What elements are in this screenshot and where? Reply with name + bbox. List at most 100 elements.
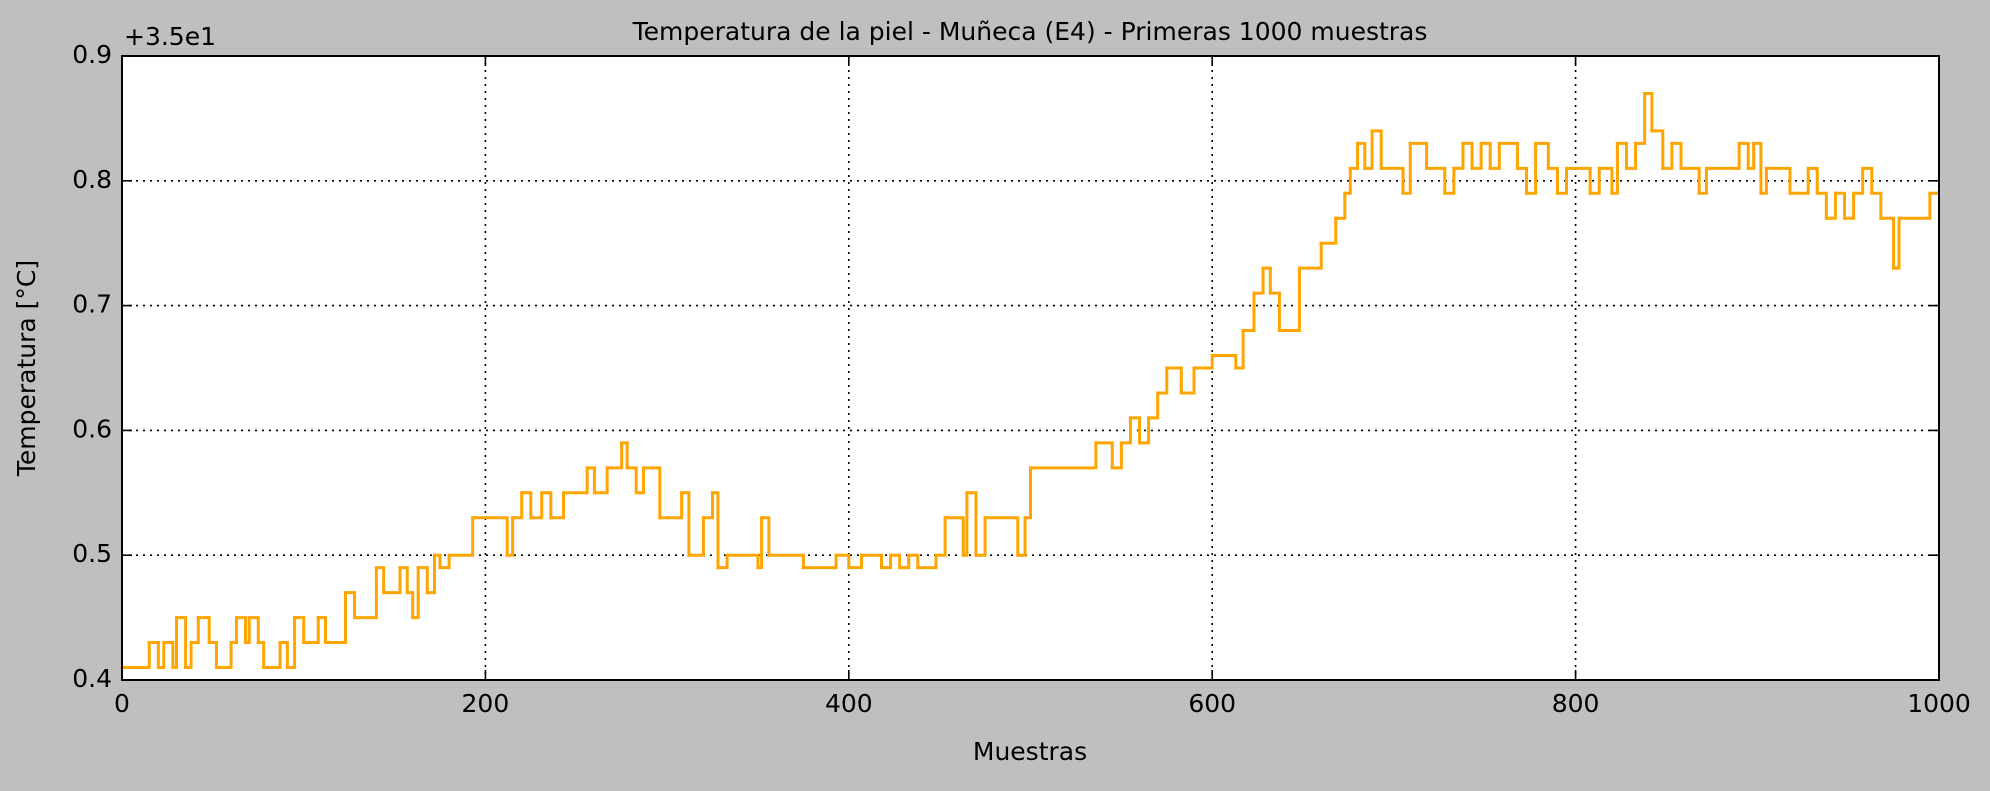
line-step (1023, 466, 1032, 520)
series (120, 91, 1939, 670)
line-step (1597, 166, 1614, 195)
line-step (438, 553, 451, 570)
line-step (1363, 129, 1374, 170)
line-step (1679, 166, 1701, 195)
line-step (1588, 166, 1601, 195)
y-tick-label: 0.5 (72, 539, 112, 568)
line-step (353, 566, 378, 620)
x-tick-label: 600 (1188, 689, 1236, 718)
line-step (767, 553, 805, 570)
line-step (711, 491, 720, 570)
line-step (1110, 441, 1123, 470)
line-step (1843, 191, 1856, 220)
line-step (374, 566, 386, 595)
line-step (382, 566, 402, 595)
line-step (801, 553, 838, 570)
line-step (343, 591, 357, 620)
line-step (540, 491, 553, 520)
line-step (687, 516, 705, 557)
x-tick-label: 400 (825, 689, 873, 718)
line-step (1334, 191, 1347, 220)
line-step (1565, 166, 1592, 195)
line-step (196, 616, 211, 645)
line-step (641, 466, 662, 520)
line-step (907, 553, 920, 570)
line-step (1525, 141, 1538, 195)
x-tick-label: 0 (114, 689, 130, 718)
line-step (1815, 191, 1828, 220)
line-step (1156, 366, 1169, 395)
line-step (1650, 129, 1665, 170)
line-step (889, 553, 902, 570)
line-step (1670, 141, 1683, 170)
line-step (262, 641, 282, 670)
line-step (207, 641, 218, 670)
line-step (1879, 216, 1896, 270)
line-step (447, 516, 475, 557)
line-step (1479, 141, 1492, 170)
x-tick-label: 1000 (1907, 689, 1971, 718)
line-step (1624, 141, 1638, 170)
line-step (1746, 141, 1756, 170)
line-step (1737, 141, 1750, 170)
y-tick-label: 0.8 (72, 165, 112, 194)
line-step (680, 491, 691, 557)
line-step (1094, 441, 1114, 470)
line-step (1488, 141, 1501, 170)
line-step (184, 641, 193, 670)
line-step (1515, 166, 1529, 195)
line-step (1643, 91, 1654, 133)
line-step (1752, 141, 1763, 195)
line-step (1241, 291, 1256, 333)
line-step (171, 616, 179, 670)
line-step (965, 491, 978, 557)
line-step (1806, 166, 1819, 195)
line-step (1555, 166, 1569, 195)
line-step (1210, 354, 1238, 370)
line-step (961, 491, 969, 557)
line-step (1343, 166, 1352, 195)
y-tick-label: 0.7 (72, 290, 112, 319)
line-step (293, 616, 306, 645)
line-step (1634, 91, 1647, 145)
line-step (756, 516, 764, 570)
line-step (1615, 141, 1628, 170)
line-step (175, 616, 188, 670)
line-step (1192, 354, 1214, 370)
line-step (1892, 216, 1901, 270)
line-step (1861, 166, 1874, 195)
line-step (1234, 329, 1245, 370)
line-step (1319, 216, 1338, 245)
line-step (285, 616, 297, 670)
line-step (880, 553, 893, 570)
line-step (549, 491, 566, 520)
line-step (247, 616, 260, 645)
line-step (1610, 141, 1619, 195)
plot-area (122, 56, 1939, 680)
line-step (860, 553, 884, 570)
line-step (1138, 416, 1151, 445)
x-axis-label: Muestras (973, 737, 1087, 766)
line-step (1452, 141, 1465, 170)
line-step (256, 641, 266, 670)
line-step (725, 553, 760, 570)
line-step (1268, 291, 1281, 333)
line-step (1897, 191, 1932, 220)
line-step (562, 466, 589, 495)
line-step (716, 553, 729, 570)
line-step (1277, 266, 1301, 333)
line-step (1165, 366, 1183, 395)
line-step (634, 466, 645, 495)
line-step (520, 491, 533, 520)
line-step (411, 566, 420, 620)
ticks: 0 200 400 600 800 1000 0.4 0.5 0.6 0.7 0.8 0.9 (72, 40, 1971, 718)
line-step (147, 641, 160, 670)
line-step (658, 491, 684, 520)
line-step (1661, 141, 1674, 170)
line-step (302, 616, 320, 645)
line-step (1759, 166, 1768, 195)
line-step (471, 516, 509, 557)
line-step (1029, 441, 1098, 470)
line-step (620, 441, 629, 470)
line-step (1470, 141, 1483, 170)
